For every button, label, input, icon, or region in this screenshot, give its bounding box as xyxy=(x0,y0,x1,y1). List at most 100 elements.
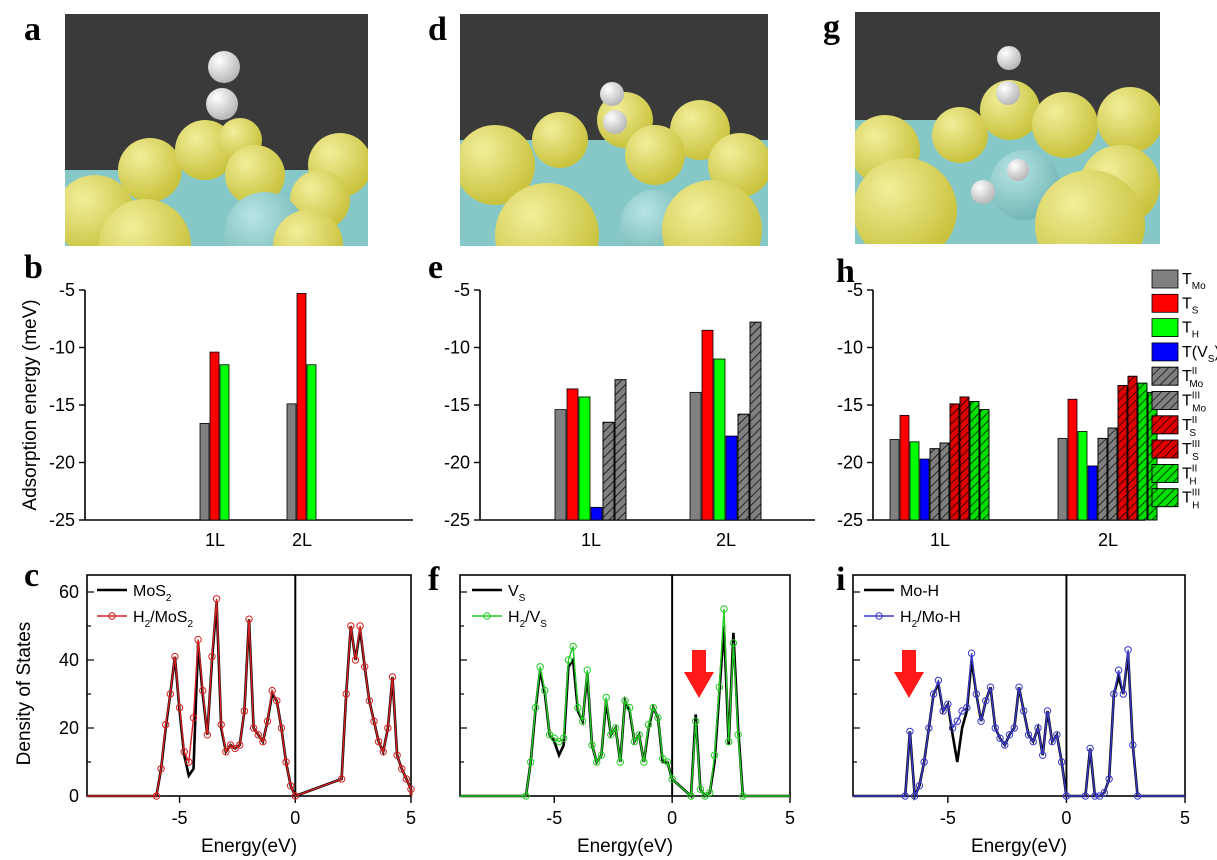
dos-legend-label: H2/VS xyxy=(508,609,547,630)
x-tick-label-i: 0 xyxy=(1061,808,1071,828)
dos-point-c xyxy=(347,622,355,630)
dos-point-i xyxy=(991,724,999,732)
dos-point-i xyxy=(1053,731,1061,739)
x-tick-label-b: 2L xyxy=(292,530,312,550)
legend-label-sup: III xyxy=(1192,439,1200,450)
dos-point-c xyxy=(356,622,364,630)
legend-swatch-hatch xyxy=(1151,488,1179,508)
bar-h xyxy=(889,439,900,521)
dos-line-f-1 xyxy=(460,608,790,798)
legend-label-sub: S xyxy=(1192,452,1199,463)
dos-point-c xyxy=(240,707,249,715)
dos-legend-text: /Mo-H xyxy=(917,609,961,626)
dos-point-c xyxy=(342,690,350,698)
panel-label-d: d xyxy=(428,11,447,48)
bar-e xyxy=(554,409,567,521)
x-tick-label-i: 5 xyxy=(1180,808,1190,828)
y-tick-label-b: -5 xyxy=(59,280,75,300)
y-tick-label-c: 20 xyxy=(59,718,79,738)
dos-point-i xyxy=(1100,788,1109,797)
dos-point-i xyxy=(915,782,924,790)
y-axis-label-b: Adsorption energy (meV) xyxy=(20,299,41,510)
arrow-marker-f xyxy=(684,650,714,698)
y-tick-label-b: -10 xyxy=(49,338,75,358)
y-tick-label-b: -25 xyxy=(49,510,75,530)
dos-point-c xyxy=(194,635,202,644)
legend-entry: TIII H xyxy=(1151,488,1200,512)
bar-b xyxy=(209,351,220,521)
x-tick-label-h: 2L xyxy=(1098,530,1118,550)
y-tick-label-e: -20 xyxy=(444,453,470,473)
dos-point-i xyxy=(1024,731,1033,739)
dos-legend-marker xyxy=(875,612,883,620)
dos-point-c xyxy=(157,765,165,773)
chart-h-adsorption-energy: -5 -10 -15 -20 -25 1L 2L xyxy=(837,280,1158,550)
legend-entry: TIII Mo xyxy=(1151,391,1206,415)
legend-label-sub: Mo xyxy=(1192,281,1206,292)
dos-point-i xyxy=(1062,792,1071,800)
dos-point-c xyxy=(236,741,244,749)
legend-label-base: T xyxy=(1182,320,1192,337)
legend-label-sub: S xyxy=(1189,428,1196,439)
dos-point-i xyxy=(996,734,1004,742)
dos-point-f xyxy=(715,683,723,691)
legend-swatch-hatch xyxy=(1151,366,1179,386)
dos-point-f xyxy=(668,775,676,783)
dos-line-c-1 xyxy=(87,598,412,797)
bar-h xyxy=(1067,398,1078,521)
dos-point-c xyxy=(407,785,415,793)
bar-h xyxy=(1057,437,1068,521)
bar-e xyxy=(689,391,702,521)
panel-label-h: h xyxy=(836,253,855,290)
dos-point-i xyxy=(958,707,966,715)
dos-point-i xyxy=(977,717,985,725)
dos-legend-label: Mo-H xyxy=(900,583,939,600)
dos-point-i xyxy=(1105,775,1113,783)
dos-point-f xyxy=(649,703,657,712)
dos-point-i xyxy=(910,792,919,800)
legend-label-base: T(V xyxy=(1182,344,1208,361)
bar-hatch-h xyxy=(1107,427,1118,521)
bar-legend: TMoTSTHT(VS)TIIMoTIIIMoTIISTIIISTIIHTIII… xyxy=(1151,269,1217,512)
x-tick-label-e: 2L xyxy=(716,530,736,550)
legend-label-sup: II xyxy=(1192,415,1198,426)
dos-point-i xyxy=(1095,792,1104,800)
dos-point-i xyxy=(1020,707,1028,715)
panel-label-e: e xyxy=(428,249,443,286)
dos-point-f xyxy=(734,731,742,739)
dos-point-f xyxy=(550,734,558,742)
legend-swatch-hatch xyxy=(1151,463,1179,483)
dos-legend-sub: S xyxy=(540,619,547,630)
dos-point-f xyxy=(725,737,733,746)
dos-point-c xyxy=(268,686,276,695)
legend-entry: TS xyxy=(1151,293,1199,316)
dos-point-c xyxy=(212,595,221,603)
legend-label-base: T xyxy=(1182,490,1192,507)
dos-point-f xyxy=(522,792,530,800)
y-tick-label-h: -25 xyxy=(837,510,863,530)
dos-point-f xyxy=(687,792,695,800)
dos-point-i xyxy=(939,707,947,715)
legend-label: T(VS) xyxy=(1182,344,1217,365)
dos-point-f xyxy=(611,724,620,732)
dos-point-f xyxy=(588,741,596,749)
chart-c-density-of-states: -5 0 5 0 20 40 60 Energy(eV) Density of States Mo… xyxy=(14,574,416,857)
dos-point-i xyxy=(925,724,933,732)
dos-point-c xyxy=(263,717,272,725)
dos-point-f xyxy=(593,758,601,766)
dos-point-f xyxy=(574,703,582,712)
dos-point-c xyxy=(282,758,290,766)
dos-point-f xyxy=(640,758,648,766)
dos-point-c xyxy=(175,703,184,712)
bar-h xyxy=(919,458,930,521)
legend-swatch-hatch xyxy=(1151,415,1179,435)
dos-point-f xyxy=(531,703,540,712)
dos-point-c xyxy=(273,697,281,705)
x-tick-label-c: -5 xyxy=(172,808,188,828)
dos-point-i xyxy=(1086,744,1094,753)
dos-legend-text: /V xyxy=(525,609,540,626)
dos-point-f xyxy=(527,758,535,766)
dos-point-f xyxy=(541,686,549,695)
